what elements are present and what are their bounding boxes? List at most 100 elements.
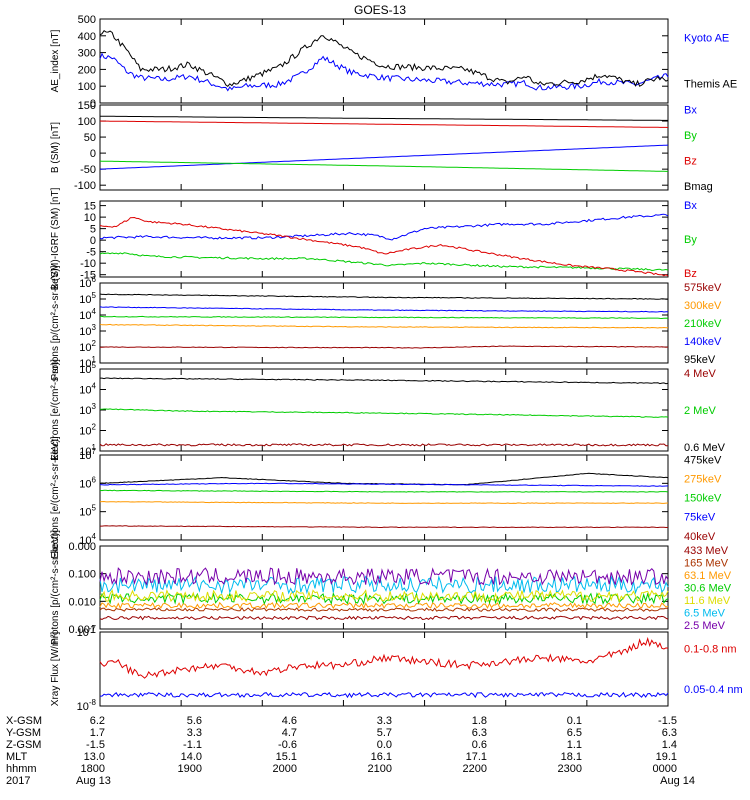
y-tick-label: 0.100: [68, 569, 96, 581]
legend-entry: By: [684, 130, 697, 142]
legend-entry: Bmag: [684, 181, 713, 193]
y-axis-label: B (SM)-IGRF (SM) [nT]: [50, 187, 61, 290]
series-line: [99, 607, 669, 612]
x-row-value: 14.0: [181, 751, 202, 763]
y-tick-label: -5: [86, 247, 96, 259]
series-line: [99, 589, 669, 603]
legend-entry: 95keV: [684, 354, 716, 366]
series-line: [99, 30, 669, 88]
series-line: [99, 567, 669, 586]
x-row-value: 1.7: [90, 727, 105, 739]
x-row-value: -1.5: [86, 739, 105, 751]
x-row-value: -1.5: [658, 715, 677, 727]
series-line: [99, 293, 668, 300]
series-line: [100, 377, 669, 385]
y-tick-label: 500: [78, 14, 96, 26]
y-tick-label: 15: [84, 201, 96, 213]
legend-entry: Bz: [684, 268, 697, 280]
panel-2: 150 100 50 0 -50 -100 B (SM) [nT] Bx By Bz Bmag: [50, 100, 713, 193]
y-tick-label: 105: [79, 291, 96, 306]
x-row-value: 1.8: [472, 715, 487, 727]
series-line: [99, 120, 669, 128]
x-row-value: 5.6: [187, 715, 202, 727]
x-row-value: -0.6: [278, 739, 297, 751]
x-row-value: 2100: [368, 763, 392, 775]
y-tick-label: 0: [90, 148, 96, 160]
y-tick-label: 10-8: [77, 698, 97, 713]
y-tick-label: 10: [84, 212, 96, 224]
x-row-label: 2017: [6, 775, 30, 787]
x-row-value: 13.0: [84, 751, 105, 763]
x-row-value: 0.1: [567, 715, 582, 727]
series-line: [99, 574, 669, 595]
x-row-value: 1.4: [662, 739, 677, 751]
y-tick-label: -50: [80, 164, 96, 176]
x-row-value: 3.3: [377, 715, 392, 727]
y-axis-label: AE_index [nT]: [50, 29, 61, 92]
x-row-value: -1.1: [183, 739, 202, 751]
series-line: [99, 213, 669, 241]
y-tick-label: 100: [78, 81, 96, 93]
y-tick-label: 10-7: [77, 624, 97, 639]
y-axis-label: Protons [p/(cm²-s-sr-keV)]: [50, 265, 61, 380]
legend-entry: 11.6 MeV: [684, 595, 731, 607]
panel-frame: [99, 200, 669, 278]
series-line: [99, 252, 669, 272]
y-axis-label: Xray Flux [W/m²]: [50, 632, 61, 707]
y-axis-label: B (SM) [nT]: [50, 122, 61, 173]
legend-entry: 4 MeV: [684, 368, 716, 380]
panel-frame: [99, 545, 669, 630]
x-row-value: 0.6: [472, 739, 487, 751]
y-tick-label: 0: [90, 235, 96, 247]
y-axis-label: Electrons [e/(cm²-s-sr-keV)]: [50, 436, 61, 558]
series-line: [99, 482, 669, 487]
x-row-label: hhmm: [6, 763, 37, 775]
legend-entry: 0.6 MeV: [684, 442, 726, 454]
x-row-value: Aug 14: [660, 775, 695, 787]
y-tick-label: 104: [79, 382, 96, 397]
series-line: [99, 323, 668, 329]
y-tick-label: 100: [78, 116, 96, 128]
x-row-label: Y-GSM: [6, 727, 41, 739]
series-line: [100, 345, 669, 349]
y-tick-label: 106: [79, 275, 96, 290]
legend-entry: Themis AE: [684, 79, 737, 91]
y-tick-label: 0.000: [68, 541, 96, 553]
y-tick-label: 102: [79, 423, 96, 438]
legend-entry: 433 MeV: [684, 545, 729, 557]
series-line: [100, 691, 669, 699]
panel-frame: [99, 282, 669, 364]
series-line: [99, 472, 669, 486]
y-tick-label: 102: [79, 339, 96, 354]
y-tick-label: 50: [84, 132, 96, 144]
legend-entry: By: [684, 234, 697, 246]
x-row-value: 6.3: [662, 727, 677, 739]
y-tick-label: 400: [78, 31, 96, 43]
x-row-value: 4.7: [282, 727, 297, 739]
y-tick-label: 106: [79, 475, 96, 490]
y-tick-label: 150: [78, 100, 96, 112]
legend-entry: 150keV: [684, 493, 722, 505]
y-tick-label: 0.010: [68, 596, 96, 608]
y-tick-label: 103: [79, 323, 96, 338]
legend-entry: 210keV: [684, 318, 722, 330]
series-line: [99, 408, 669, 418]
series-line: [99, 160, 668, 172]
y-tick-label: 105: [79, 504, 96, 519]
legend-entry: 275keV: [684, 473, 722, 485]
series-line: [99, 144, 669, 170]
legend-entry: 140keV: [684, 336, 722, 348]
legend-entry: Bx: [684, 104, 697, 116]
panel-frame: [99, 368, 669, 452]
panel-8: 10-7 10-8 Xray Flux [W/m²] 0.1-0.8 nm 0.05-0…: [50, 624, 743, 713]
x-row-value: 1800: [81, 763, 105, 775]
legend-entry: 0.1-0.8 nm: [684, 643, 737, 655]
y-tick-label: 104: [79, 307, 96, 322]
x-row-value: 18.1: [561, 751, 582, 763]
x-row-value: 17.1: [466, 751, 487, 763]
series-line: [99, 489, 669, 493]
series-line: [99, 500, 669, 504]
series-line: [100, 115, 668, 121]
x-row-value: 2000: [273, 763, 297, 775]
